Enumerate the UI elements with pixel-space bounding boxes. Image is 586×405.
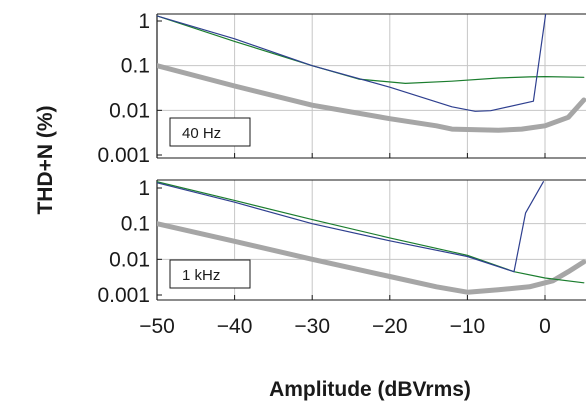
y-tick-label: 0.001 [97,284,150,307]
y-axis-title: THD+N (%) [34,105,57,214]
y-tick-label: 0.1 [121,55,150,78]
y-tick-label: 0.001 [97,144,150,167]
x-tick-label: −30 [294,315,330,338]
series-line-3 [157,63,586,133]
series-line-2 [157,15,585,84]
series-line-3 [157,221,586,295]
series-line-1 [157,14,547,112]
series-line-1 [157,181,544,273]
series-line-2 [157,181,585,284]
panel-1: 1 0.1 0.01 0.001 40 Hz [97,10,586,167]
y-tick-label: 1 [138,10,150,33]
panel-label-text: 40 Hz [182,125,221,142]
y-tick-label: 1 [138,177,150,200]
x-tick-label: −20 [372,315,408,338]
y-tick-label: 0.1 [121,213,150,236]
x-tick-label: −50 [139,315,175,338]
x-axis-title: Amplitude (dBVrms) [269,378,471,401]
x-tick-label: −10 [450,315,486,338]
x-tick-label: −40 [217,315,253,338]
panel-label-box [169,259,251,289]
panel-2: 1 0.1 0.01 0.001 1 kHz [97,177,586,307]
x-tick-labels: −50 −40 −30 −20 −10 0 [139,315,551,338]
panel-label-text: 1 kHz [182,267,220,284]
y-tick-label: 0.01 [109,248,150,271]
x-tick-label: 0 [539,315,551,338]
panel-label: 1 kHz [169,259,251,289]
panel-label: 40 Hz [169,117,251,147]
y-tick-label: 0.01 [109,99,150,122]
panel-label-box [169,117,251,147]
